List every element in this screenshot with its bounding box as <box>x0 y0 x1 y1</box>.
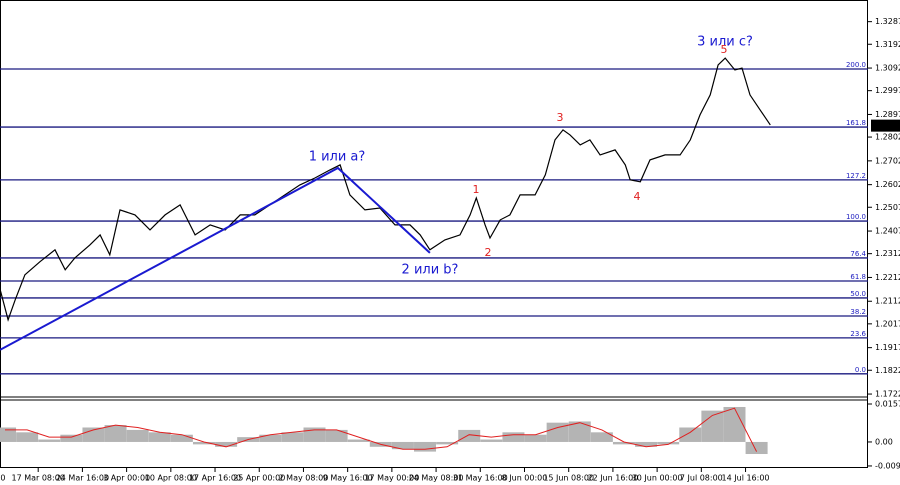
wave-line <box>0 166 431 351</box>
osc-bar <box>723 406 746 442</box>
osc-bar <box>458 429 481 442</box>
osc-bar <box>325 429 348 442</box>
plot-frame <box>0 0 868 468</box>
y-tick-label: 1.2212 <box>875 273 900 282</box>
osc-bar <box>303 427 326 442</box>
wave-number: 1 <box>473 183 480 196</box>
x-tick-label: 00:00 <box>0 474 6 483</box>
x-tick-label: 30 Jun 00:00 <box>632 474 683 483</box>
osc-bar <box>568 421 591 442</box>
osc-bar <box>635 441 658 447</box>
x-tick-label: 8 Jun 00:00 <box>502 474 548 483</box>
fib-label: 38.2 <box>850 308 866 316</box>
wave-number: 2 <box>485 246 492 259</box>
x-tick-label: 10 Apr 08:00 <box>145 474 197 483</box>
price-line <box>0 57 771 322</box>
osc-bar <box>745 441 768 455</box>
y-tick-label: 1.1822 <box>875 366 900 375</box>
x-tick-label: 9 May 16:00 <box>323 474 373 483</box>
wave-number: 4 <box>634 190 641 203</box>
osc-bar <box>82 427 105 442</box>
osc-bar <box>701 410 724 442</box>
wave-number: 5 <box>721 43 728 56</box>
osc-bar <box>657 441 680 445</box>
x-tick-label: 15 Jun 08:00 <box>543 474 594 483</box>
y-tick-label: 1.2997 <box>875 86 900 95</box>
current-price-label: 1.2850 <box>873 121 900 130</box>
y-tick-label: -0.00995 <box>875 461 900 470</box>
osc-bar <box>104 425 127 442</box>
fib-label: 61.8 <box>850 273 866 281</box>
x-tick-label: 17 Apr 16:00 <box>189 474 241 483</box>
fib-label: 127.2 <box>846 172 866 180</box>
y-tick-label: 1.2312 <box>875 249 900 258</box>
y-tick-label: 1.2602 <box>875 180 900 189</box>
y-tick-label: 1.1917 <box>875 343 900 352</box>
osc-bar <box>0 427 17 442</box>
osc-bar <box>524 434 547 442</box>
x-tick-label: 7 Jul 08:00 <box>680 474 723 483</box>
x-tick-label: 2 May 08:00 <box>279 474 329 483</box>
y-tick-label: 1.2507 <box>875 203 900 212</box>
osc-bar <box>170 434 193 442</box>
fib-label: 0.0 <box>855 366 866 374</box>
x-tick-label: 31 May 16:00 <box>453 474 508 483</box>
osc-bar <box>281 432 304 442</box>
osc-bar <box>612 441 635 445</box>
x-tick-label: 24 May 08:00 <box>409 474 464 483</box>
y-tick-label: 1.2407 <box>875 227 900 236</box>
signal-line <box>5 407 758 452</box>
y-tick-label: 0.00 <box>875 437 893 446</box>
y-tick-label: 1.3192 <box>875 40 900 49</box>
annotation: 1 или а? <box>309 150 366 165</box>
x-tick-label: 24 Mar 16:00 <box>56 474 109 483</box>
y-tick-label: 1.2802 <box>875 133 900 142</box>
osc-bar <box>391 441 414 450</box>
current-price-box <box>871 119 900 132</box>
fib-label: 23.6 <box>850 330 866 338</box>
fib-label: 100.0 <box>846 213 866 221</box>
osc-bar <box>347 439 370 442</box>
osc-bar <box>502 432 525 442</box>
y-tick-label: 1.2112 <box>875 297 900 306</box>
osc-bar <box>590 432 613 442</box>
y-tick-label: 1.2897 <box>875 110 900 119</box>
osc-bar <box>192 441 215 445</box>
y-tick-label: 1.3092 <box>875 64 900 73</box>
osc-bar <box>436 441 459 445</box>
wave-number: 3 <box>557 111 564 124</box>
x-tick-label: 25 Apr 00:00 <box>233 474 285 483</box>
osc-bar <box>480 439 503 442</box>
y-tick-label: 1.3287 <box>875 17 900 26</box>
y-tick-label: 0.01574 <box>875 400 900 409</box>
osc-bar <box>414 441 437 452</box>
osc-bar <box>16 432 39 442</box>
fib-label: 200.0 <box>846 61 866 69</box>
osc-bar <box>679 427 702 442</box>
osc-bar <box>215 441 238 447</box>
y-tick-label: 1.2702 <box>875 156 900 165</box>
osc-bar <box>38 439 61 442</box>
annotation: 3 или с? <box>697 35 753 50</box>
x-tick-label: 17 Mar 08:00 <box>11 474 64 483</box>
x-tick-label: 22 Jun 16:00 <box>587 474 638 483</box>
fib-label: 50.0 <box>850 290 866 298</box>
osc-bar <box>546 422 569 442</box>
fib-label: 76.4 <box>850 250 866 258</box>
osc-bar <box>60 434 83 442</box>
x-tick-label: 17 May 00:00 <box>364 474 419 483</box>
y-tick-label: 1.2017 <box>875 319 900 328</box>
x-tick-label: 14 Jul 16:00 <box>722 474 770 483</box>
osc-bar <box>148 432 171 442</box>
osc-bar <box>259 434 282 442</box>
x-tick-label: 3 Apr 00:00 <box>103 474 150 483</box>
annotation: 2 или b? <box>402 263 459 278</box>
osc-bar <box>126 429 149 442</box>
fib-label: 161.8 <box>846 119 866 127</box>
